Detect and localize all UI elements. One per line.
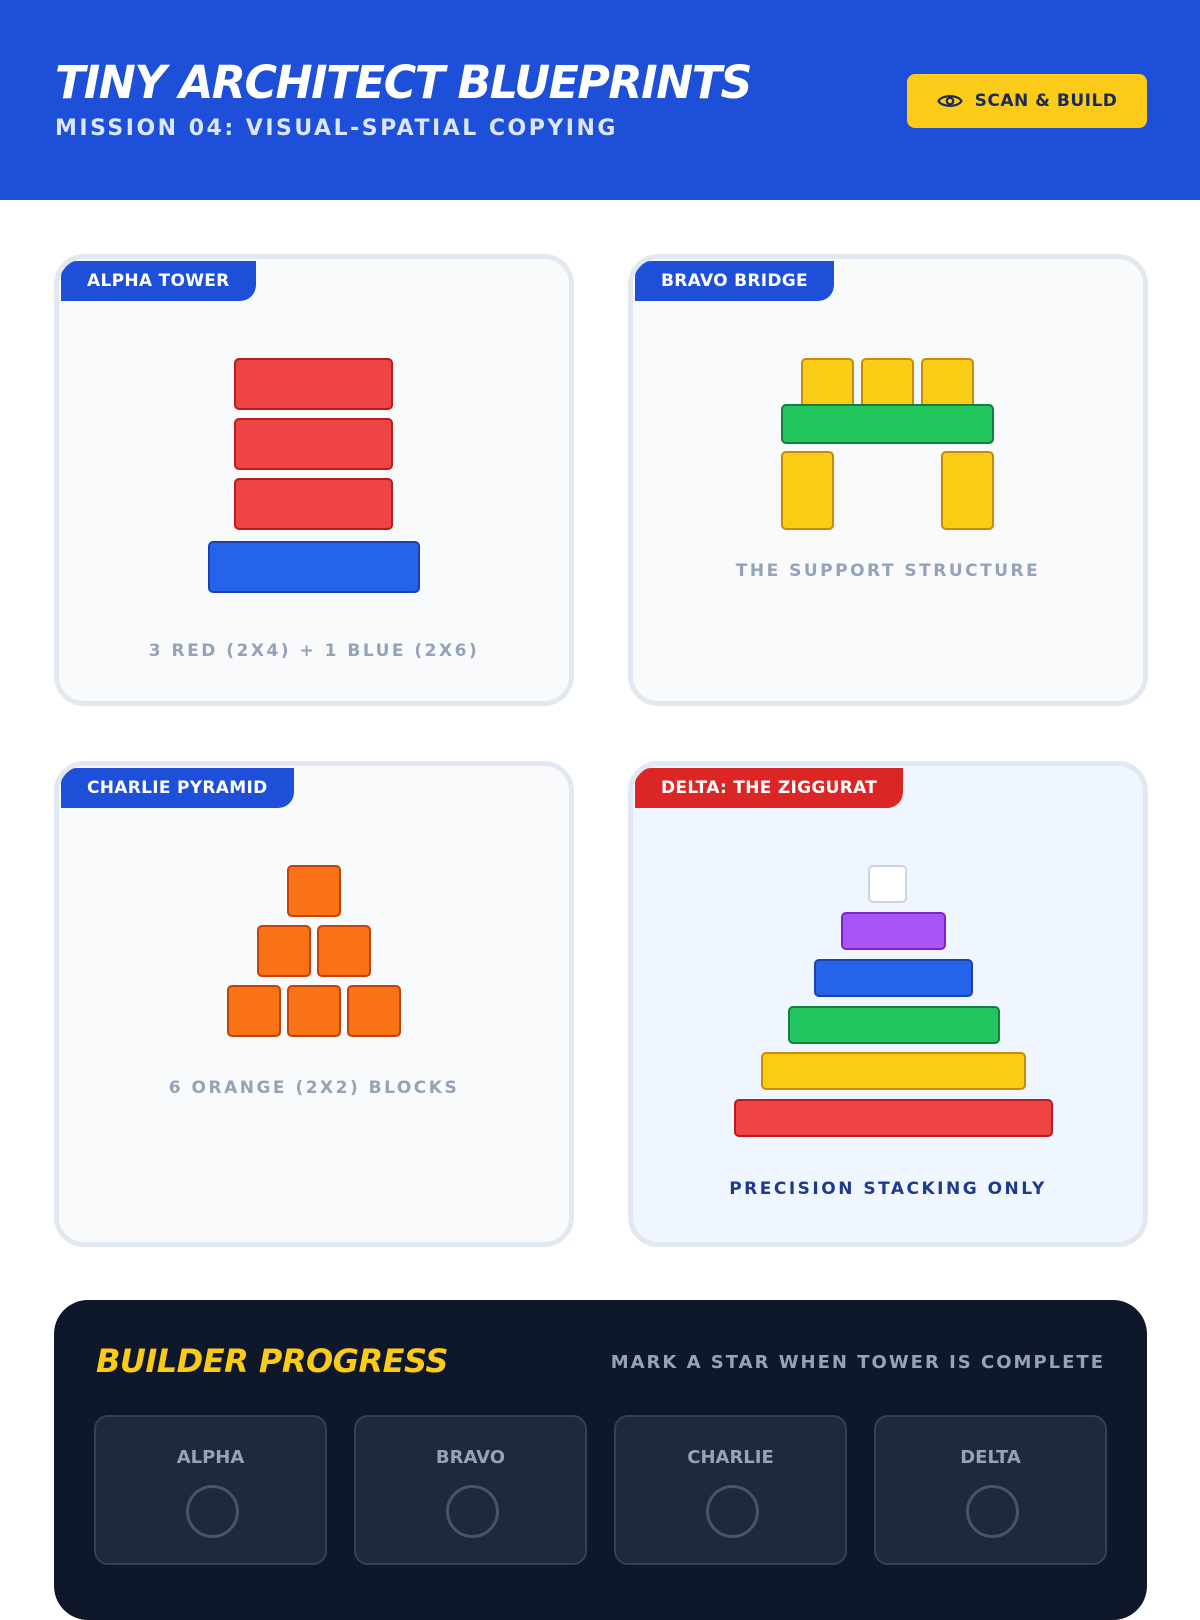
blueprint-card-alpha: ALPHA TOWER 3 RED (2X4) + 1 BLUE (2X6) xyxy=(54,254,574,706)
page-header: TINY ARCHITECT BLUEPRINTS MISSION 04: VI… xyxy=(0,0,1200,200)
blueprint-card-charlie: CHARLIE PYRAMID 6 ORANGE (2X2) BLOCKS xyxy=(54,761,574,1247)
orange-block xyxy=(347,985,401,1037)
blue-brick xyxy=(208,541,420,593)
yellow-brick xyxy=(921,358,974,410)
slot-label: DELTA xyxy=(960,1447,1021,1468)
page-title: TINY ARCHITECT BLUEPRINTS xyxy=(55,56,752,109)
yellow-pillar xyxy=(941,451,994,530)
blue-brick xyxy=(814,959,973,997)
progress-slot-alpha: ALPHA xyxy=(94,1415,327,1565)
white-block xyxy=(868,865,907,903)
orange-block xyxy=(257,925,311,977)
card-caption-alpha: 3 RED (2X4) + 1 BLUE (2X6) xyxy=(148,641,480,661)
yellow-brick xyxy=(801,358,854,410)
orange-block xyxy=(287,865,341,917)
star-checkbox[interactable] xyxy=(966,1485,1019,1538)
card-caption-bravo: THE SUPPORT STRUCTURE xyxy=(735,561,1041,581)
star-checkbox[interactable] xyxy=(186,1485,239,1538)
green-brick xyxy=(788,1006,1000,1044)
star-checkbox[interactable] xyxy=(706,1485,759,1538)
red-brick xyxy=(234,478,393,530)
progress-hint: MARK A STAR WHEN TOWER IS COMPLETE xyxy=(610,1352,1105,1373)
builder-progress-panel: BUILDER PROGRESS MARK A STAR WHEN TOWER … xyxy=(54,1300,1147,1620)
card-tab-charlie: CHARLIE PYRAMID xyxy=(61,768,294,808)
card-caption-delta: PRECISION STACKING ONLY xyxy=(729,1179,1047,1199)
progress-slot-delta: DELTA xyxy=(874,1415,1107,1565)
yellow-pillar xyxy=(781,451,834,530)
red-brick xyxy=(734,1099,1053,1137)
card-tab-delta: DELTA: THE ZIGGURAT xyxy=(635,768,904,808)
progress-title: BUILDER PROGRESS xyxy=(96,1342,448,1380)
card-tab-alpha: ALPHA TOWER xyxy=(61,261,256,301)
scan-build-label: SCAN & BUILD xyxy=(974,91,1118,111)
red-brick xyxy=(234,418,393,470)
green-beam xyxy=(781,404,994,444)
card-caption-charlie: 6 ORANGE (2X2) BLOCKS xyxy=(168,1078,460,1098)
scan-build-button[interactable]: SCAN & BUILD xyxy=(907,74,1147,128)
orange-block xyxy=(317,925,371,977)
slot-label: ALPHA xyxy=(176,1447,245,1468)
progress-slot-bravo: BRAVO xyxy=(354,1415,587,1565)
slot-label: BRAVO xyxy=(435,1447,506,1468)
orange-block xyxy=(287,985,341,1037)
yellow-brick xyxy=(861,358,914,410)
card-tab-bravo: BRAVO BRIDGE xyxy=(635,261,834,301)
red-brick xyxy=(234,358,393,410)
blueprint-card-bravo: BRAVO BRIDGE THE SUPPORT STRUCTURE xyxy=(628,254,1148,706)
orange-block xyxy=(227,985,281,1037)
eye-icon xyxy=(936,92,963,110)
progress-slot-charlie: CHARLIE xyxy=(614,1415,847,1565)
slot-label: CHARLIE xyxy=(687,1447,774,1468)
yellow-brick xyxy=(761,1052,1026,1090)
purple-brick xyxy=(841,912,946,950)
mission-subtitle: MISSION 04: VISUAL-SPATIAL COPYING xyxy=(55,116,618,141)
blueprint-card-delta: DELTA: THE ZIGGURAT PRECISION STACKING O… xyxy=(628,761,1148,1247)
star-checkbox[interactable] xyxy=(446,1485,499,1538)
